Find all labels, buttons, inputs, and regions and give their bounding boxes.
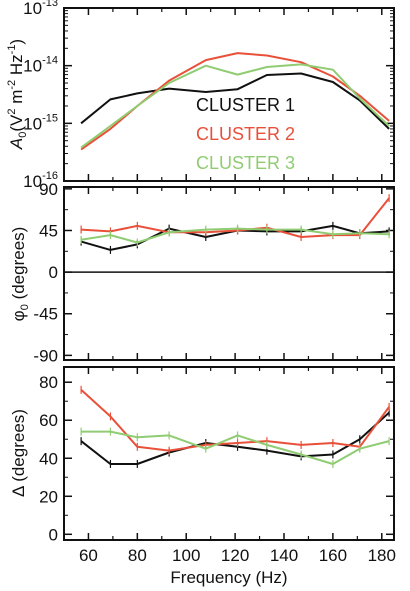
x-tick-label: 160 [319, 546, 347, 565]
x-tick-label: 80 [128, 546, 147, 565]
y-tick-label: 20 [39, 487, 58, 506]
x-tick-label: 60 [79, 546, 98, 565]
phi0-y-axis-label: φ0 (degrees) [9, 227, 31, 322]
x-tick-label: 180 [368, 546, 396, 565]
y-tick-label: 10-15 [23, 112, 58, 133]
y-tick-label: 80 [39, 373, 58, 392]
series-line-cluster-1 [80, 411, 390, 465]
y-tick-label: -90 [33, 346, 58, 365]
series-line-cluster-2 [80, 389, 390, 452]
delta-y-axis-label: Δ (degrees) [9, 409, 28, 497]
y-tick-label: 40 [39, 449, 58, 468]
panel-a0-frame [63, 7, 395, 182]
x-tick-label: 100 [172, 546, 200, 565]
legend-entry-cluster-2: CLUSTER 2 [196, 124, 295, 144]
y-tick-label: 10-16 [23, 170, 58, 191]
a0-y-axis-label: A0(V2 m-2 Hz-1) [6, 39, 29, 150]
ticks-layer [64, 7, 394, 540]
x-tick-label: 140 [270, 546, 298, 565]
x-tick-label: 120 [221, 546, 249, 565]
y-tick-label: 0 [49, 525, 58, 544]
series-line-cluster-2 [81, 197, 390, 238]
x-axis-label: Frequency (Hz) [170, 568, 287, 587]
y-tick-label: 10-13 [23, 0, 58, 18]
series-line-cluster-1 [80, 72, 390, 130]
y-tick-label: 0 [49, 263, 58, 282]
panel-phi0-frame [63, 186, 395, 361]
legend: CLUSTER 1 CLUSTER 2 CLUSTER 3 [196, 95, 295, 173]
y-tick-label: 60 [39, 411, 58, 430]
y-tick-label: 10-14 [23, 55, 58, 76]
y-tick-label: 90 [39, 180, 58, 199]
series-line-cluster-3 [80, 63, 390, 149]
panel-delta-frame [63, 366, 395, 541]
series-lines-layer [80, 52, 390, 468]
y-tick-label: 45 [39, 221, 58, 240]
legend-entry-cluster-3: CLUSTER 3 [196, 153, 295, 173]
legend-entry-cluster-1: CLUSTER 1 [196, 95, 295, 115]
y-tick-label: -45 [33, 305, 58, 324]
